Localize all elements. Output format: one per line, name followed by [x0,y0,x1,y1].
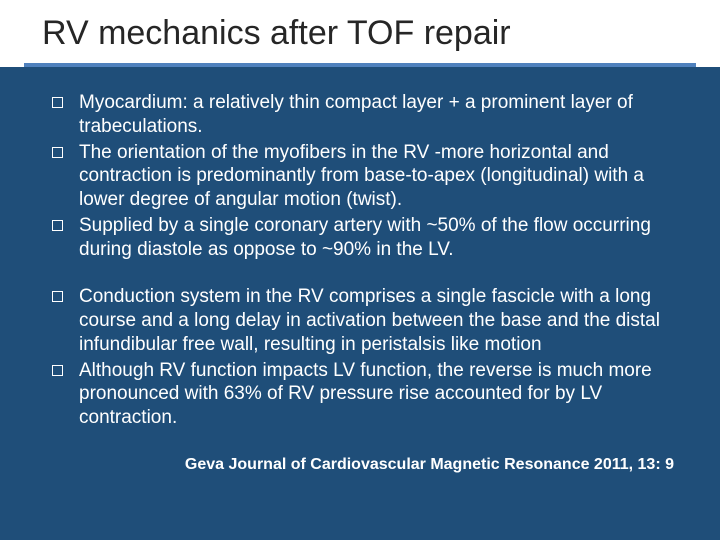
bullet-item: Supplied by a single coronary artery wit… [52,214,680,262]
bullet-item: Although RV function impacts LV function… [52,359,680,430]
slide-title: RV mechanics after TOF repair [0,10,720,63]
citation-text: Geva Journal of Cardiovascular Magnetic … [52,456,680,474]
bullet-group-2: Conduction system in the RV comprises a … [52,285,680,430]
slide: RV mechanics after TOF repair Myocardium… [0,0,720,540]
bullet-square-icon [52,220,63,231]
bullet-item: The orientation of the myofibers in the … [52,141,680,212]
bullet-text: The orientation of the myofibers in the … [79,141,680,212]
body-region: Myocardium: a relatively thin compact la… [0,67,720,540]
title-region: RV mechanics after TOF repair [0,0,720,67]
bullet-text: Conduction system in the RV comprises a … [79,285,680,356]
bullet-text: Although RV function impacts LV function… [79,359,680,430]
bullet-square-icon [52,147,63,158]
bullet-item: Conduction system in the RV comprises a … [52,285,680,356]
bullet-text: Myocardium: a relatively thin compact la… [79,91,680,139]
bullet-square-icon [52,97,63,108]
bullet-group-1: Myocardium: a relatively thin compact la… [52,91,680,261]
bullet-square-icon [52,365,63,376]
bullet-text: Supplied by a single coronary artery wit… [79,214,680,262]
bullet-square-icon [52,291,63,302]
bullet-item: Myocardium: a relatively thin compact la… [52,91,680,139]
